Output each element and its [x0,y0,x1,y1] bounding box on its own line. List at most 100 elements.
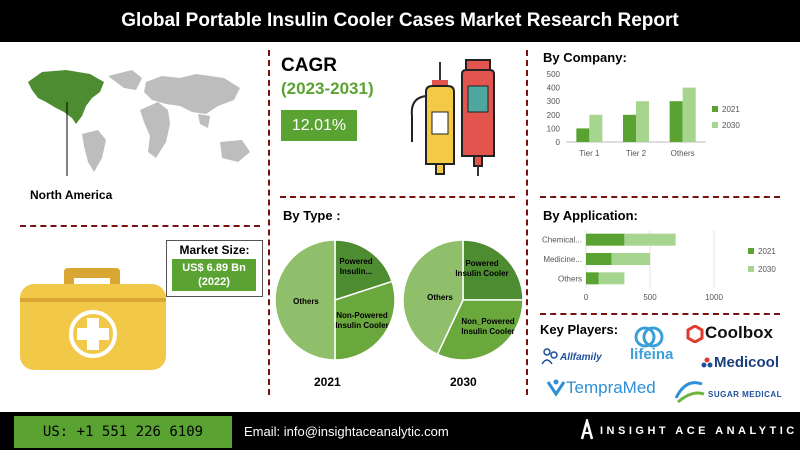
bar-2030-others [682,87,696,142]
pie-chart-2030: Powered Insulin Cooler Non_Powered Insulin … [402,239,524,361]
legend-label-2030: 2030 [758,265,776,274]
yellow-pen-icon [410,62,455,175]
bar-2030-tier-2 [636,101,649,142]
key-players-title: Key Players: [540,322,619,337]
y-tick-label: 300 [547,97,561,106]
pie-slice-0 [334,239,394,302]
africa-shape [140,102,170,158]
legend-label-2030: 2030 [722,121,740,130]
player-tempramed: TempraMed [566,378,656,397]
bar-2021-others [669,101,683,142]
cagr-value: 12.01% [281,110,357,141]
medicool-logo-icon [701,357,713,368]
market-size-label: Market Size: [179,243,250,257]
legend-label-2021: 2021 [758,247,776,256]
y-tick-label: Others [558,274,582,283]
south-america-shape [82,130,106,172]
bar-2021-tier-1 [576,128,590,142]
bar-2030-chemical [624,233,676,246]
brand-logo-icon [580,419,594,440]
legend-swatch-2030 [748,266,754,272]
greenland-shape [108,70,142,90]
eurasia-shape [144,74,240,114]
pie-slice-1 [334,280,396,361]
pie-slice-0 [462,239,524,301]
y-tick-label: 200 [547,111,561,120]
legend-swatch-2021 [712,106,718,112]
bar-2021-chemical [586,233,625,246]
pie-label-2: Others [427,293,453,302]
by-company-title: By Company: [543,50,627,65]
pie-label-1: Non-Powered Insulin Cooler [335,311,388,330]
x-tick-label: Others [671,149,695,158]
market-size-box [166,240,263,297]
pie-label-0: Powered Insulin Cooler [455,259,508,278]
pie-label-2: Others [293,297,319,306]
bar-2021-medicine [586,253,612,265]
pie-2021-label: 2021 [314,375,341,389]
australia-shape [220,140,250,162]
by-application-bar-chart: 0 500 1000 Chemical... Medicine... Others 2021… [542,230,776,302]
pie-label-0: Powered Insulin... [339,257,372,276]
pie-chart-2021: Powered Insulin... Non-Powered Insulin Cool… [274,239,396,361]
page-title-text: Global Portable Insulin Cooler Cases Mar… [121,10,679,31]
bar-2021-others [586,272,599,285]
x-tick-label: Tier 1 [579,149,600,158]
divider-right-h2 [540,313,780,315]
legend-swatch-2021 [748,248,754,254]
divider-left [268,50,270,395]
allfamily-logo-icon [541,348,558,365]
bar-2021-tier-2 [623,114,636,142]
bar-2030-others [598,272,625,285]
y-tick-label: 0 [556,138,561,147]
by-type-title: By Type : [283,208,341,223]
bar-2030-tier-1 [589,114,603,142]
player-coolbox: Coolbox [705,323,773,342]
india-shape [198,114,210,128]
pie-slice-2 [402,239,464,356]
pie-2030-label: 2030 [450,375,477,389]
x-tick-label: Tier 2 [626,149,647,158]
divider-right-h1 [540,196,780,198]
red-pen-icon [461,59,495,176]
y-tick-label: 400 [547,84,561,93]
player-sugar-medical: SUGAR MEDICAL [708,390,783,399]
sugar-medical-logo-icon [674,381,705,404]
y-tick-label: Medicine... [543,255,582,264]
pie-label-1: Non_Powered Insulin Cooler [461,317,514,336]
pie-slice-2 [274,239,336,361]
tempramed-logo-icon [546,379,566,397]
y-tick-label: 100 [547,124,561,133]
cooler-case-illustration [20,268,166,370]
world-map [28,70,250,176]
x-tick-label: 500 [643,293,657,302]
divider-mid-h [280,196,515,198]
page-title: Global Portable Insulin Cooler Cases Mar… [0,0,800,42]
x-tick-label: 0 [584,293,589,302]
divider-left-h [20,225,260,227]
divider-right [526,50,528,395]
y-tick-label: 500 [547,70,561,79]
market-size-value-1: US$ 6.89 Bn [182,262,246,274]
player-lifeina: lifeina [630,346,674,363]
by-application-title: By Application: [543,208,638,223]
lifeina-logo-icon [634,326,664,348]
player-medicool: Medicool [714,354,780,371]
x-tick-label: 1000 [705,293,723,302]
legend-label-2021: 2021 [722,105,740,114]
market-size-value-2: (2022) [198,276,230,288]
pie-slice-1 [436,299,524,361]
insulin-pens-illustration [410,59,495,176]
y-tick-label: Chemical... [542,236,582,245]
north-america-shape [28,70,104,124]
by-company-bar-chart: 0 100 200 300 400 500 Tier 1 Tier 2 Others 2021 20… [547,70,741,158]
coolbox-hex-icon [686,325,704,343]
market-size-value: US$ 6.89 Bn (2022) [172,259,256,291]
bar-2030-medicine [611,253,650,265]
phone-number[interactable]: US: +1 551 226 6109 [14,416,232,448]
cagr-title: CAGR [281,55,337,76]
cagr-period: (2023-2031) [281,79,374,98]
legend-swatch-2030 [712,122,718,128]
email-link[interactable]: Email: info@insightaceanalytic.com [244,424,449,439]
region-label: North America [30,188,113,202]
